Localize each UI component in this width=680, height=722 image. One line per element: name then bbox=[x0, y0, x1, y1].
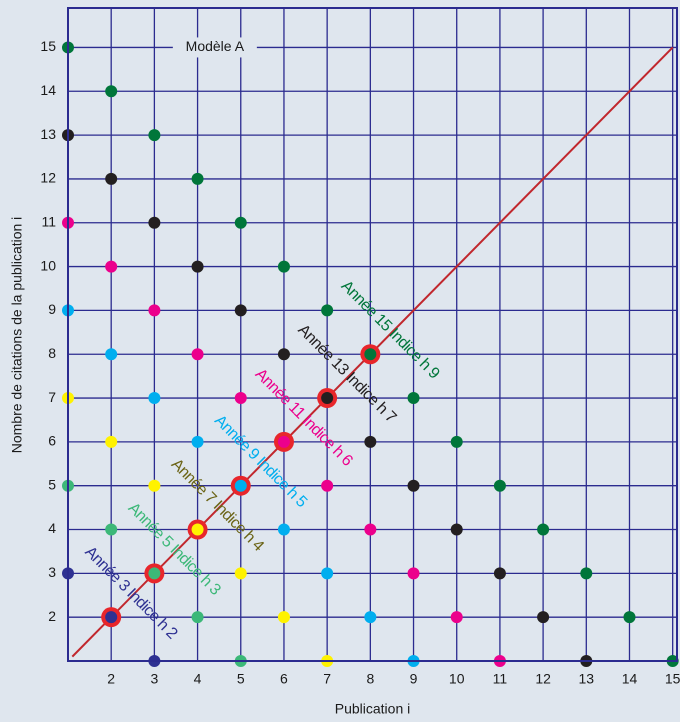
point bbox=[321, 567, 334, 580]
y-tick-label: 2 bbox=[48, 608, 56, 624]
point bbox=[105, 85, 118, 98]
x-tick-label: 9 bbox=[410, 671, 418, 687]
point bbox=[105, 260, 118, 273]
x-tick-label: 13 bbox=[579, 671, 595, 687]
point bbox=[148, 479, 161, 492]
point bbox=[234, 479, 247, 492]
point bbox=[277, 260, 290, 273]
y-tick-label: 14 bbox=[40, 82, 56, 98]
y-tick-label: 13 bbox=[40, 126, 56, 142]
y-tick-label: 7 bbox=[48, 389, 56, 405]
point bbox=[407, 567, 420, 580]
point bbox=[234, 392, 247, 405]
point bbox=[450, 435, 463, 448]
point bbox=[105, 172, 118, 185]
point bbox=[321, 304, 334, 317]
point bbox=[450, 523, 463, 536]
point bbox=[493, 479, 506, 492]
x-tick-label: 3 bbox=[150, 671, 158, 687]
y-tick-label: 15 bbox=[40, 38, 56, 54]
point bbox=[105, 435, 118, 448]
x-tick-label: 11 bbox=[493, 671, 508, 687]
point bbox=[191, 435, 204, 448]
point bbox=[537, 523, 550, 536]
point bbox=[105, 348, 118, 361]
point bbox=[623, 611, 636, 624]
y-tick-label: 5 bbox=[48, 476, 56, 492]
point bbox=[493, 567, 506, 580]
point bbox=[105, 523, 118, 536]
point bbox=[234, 216, 247, 229]
x-tick-label: 4 bbox=[194, 671, 202, 687]
point bbox=[364, 523, 377, 536]
point bbox=[277, 523, 290, 536]
point bbox=[277, 611, 290, 624]
y-tick-label: 12 bbox=[40, 170, 56, 186]
point bbox=[321, 479, 334, 492]
point bbox=[234, 567, 247, 580]
point bbox=[277, 348, 290, 361]
point bbox=[364, 435, 377, 448]
point bbox=[148, 216, 161, 229]
x-tick-label: 10 bbox=[449, 671, 465, 687]
point bbox=[148, 304, 161, 317]
y-tick-label: 8 bbox=[48, 345, 56, 361]
point bbox=[580, 567, 593, 580]
y-tick-label: 3 bbox=[48, 564, 56, 580]
x-tick-label: 6 bbox=[280, 671, 288, 687]
x-axis-label: Publication i bbox=[335, 701, 411, 717]
plot-frame bbox=[67, 7, 678, 662]
point bbox=[191, 611, 204, 624]
x-tick-label: 7 bbox=[323, 671, 331, 687]
point bbox=[277, 435, 290, 448]
point bbox=[191, 348, 204, 361]
point bbox=[364, 611, 377, 624]
point bbox=[148, 392, 161, 405]
y-tick-label: 9 bbox=[48, 301, 56, 317]
point bbox=[364, 348, 377, 361]
point bbox=[105, 611, 118, 624]
y-axis-label: Nombre de citations de la publication i bbox=[9, 217, 25, 454]
point bbox=[148, 567, 161, 580]
x-tick-label: 8 bbox=[366, 671, 374, 687]
point bbox=[191, 523, 204, 536]
point bbox=[407, 479, 420, 492]
y-tick-label: 10 bbox=[40, 257, 56, 273]
point bbox=[407, 392, 420, 405]
point bbox=[537, 611, 550, 624]
point bbox=[191, 172, 204, 185]
point bbox=[234, 304, 247, 317]
y-tick-label: 4 bbox=[48, 520, 56, 536]
x-tick-label: 2 bbox=[107, 671, 115, 687]
point bbox=[321, 392, 334, 405]
x-tick-label: 5 bbox=[237, 671, 245, 687]
point bbox=[191, 260, 204, 273]
x-tick-label: 15 bbox=[665, 671, 680, 687]
annotation-bg bbox=[172, 37, 257, 58]
point bbox=[450, 611, 463, 624]
x-tick-label: 12 bbox=[535, 671, 551, 687]
y-tick-label: 11 bbox=[41, 213, 56, 229]
x-tick-label: 14 bbox=[622, 671, 638, 687]
annotation: Modèle A bbox=[186, 38, 245, 54]
point bbox=[148, 129, 161, 142]
y-tick-label: 6 bbox=[48, 433, 56, 449]
